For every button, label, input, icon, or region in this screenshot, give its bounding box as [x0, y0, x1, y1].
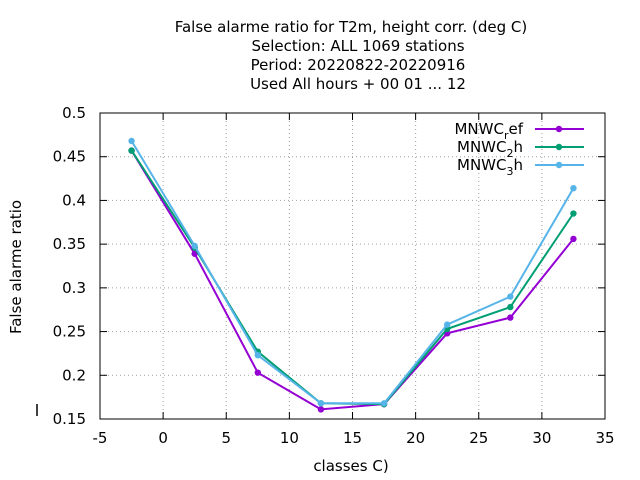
y-tick-label: 0.45 [53, 148, 86, 166]
data-point [507, 293, 514, 300]
chart-title: False alarme ratio for T2m, height corr.… [175, 18, 528, 93]
series-group [128, 137, 577, 413]
legend-label-tail: ef [508, 120, 523, 138]
y-tick-label: 0.2 [62, 366, 86, 384]
data-point [317, 406, 325, 413]
title-line: Used All hours + 00 01 ... 12 [250, 75, 466, 93]
data-point [128, 137, 135, 145]
data-point [317, 400, 325, 407]
x-tick-label: 30 [532, 429, 551, 447]
series-line [130, 150, 575, 411]
legend-label-sub: 2 [506, 147, 513, 160]
x-tick-label: 20 [406, 429, 425, 447]
y-tick-label: 0.3 [62, 279, 86, 297]
legend-label-sub: r [504, 129, 509, 142]
legend-label-tail: h [513, 138, 523, 156]
data-point [254, 369, 262, 376]
x-tick-label: 15 [343, 429, 362, 447]
legend-label-sub: 3 [506, 165, 513, 178]
y-tick-labels: 0.15 0.2 0.25 0.3 0.35 0.4 0.45 0.5 [53, 104, 86, 428]
x-tick-label: 25 [469, 429, 488, 447]
x-tick-label: 35 [595, 429, 614, 447]
legend-label: MNWCref [454, 120, 523, 142]
title-line: False alarme ratio for T2m, height corr.… [175, 18, 528, 36]
legend-label-main: MNWC [457, 156, 506, 174]
grid-lines [100, 113, 605, 419]
y-tick-label: 0.5 [62, 104, 86, 122]
data-point [191, 242, 198, 250]
legend-label-main: MNWC [457, 138, 506, 156]
y-tick-label: 0.15 [53, 410, 86, 428]
data-point [191, 250, 198, 257]
x-tick-label: -5 [93, 429, 108, 447]
x-tick-label: 10 [280, 429, 299, 447]
legend-marker [555, 143, 563, 151]
x-tick-label: 5 [221, 429, 231, 447]
data-point [380, 400, 388, 407]
y-tick-label: 0.4 [62, 191, 86, 209]
legend-label: MNWC3h [457, 156, 523, 178]
data-point [570, 235, 577, 243]
x-axis-label: classes C) [313, 457, 388, 475]
plot-border [99, 112, 606, 420]
legend-label-main: MNWC [454, 120, 503, 138]
title-line: Selection: ALL 1069 stations [251, 37, 464, 55]
data-point [443, 321, 451, 328]
data-point [507, 303, 514, 311]
x-tick-labels: -5 0 5 10 15 20 25 30 35 [93, 429, 615, 447]
data-point [570, 210, 577, 217]
data-point [128, 147, 135, 154]
legend-marker [555, 161, 563, 169]
data-point [507, 314, 514, 321]
data-point [254, 351, 262, 359]
title-line: Period: 20220822-20220916 [251, 56, 466, 74]
y-axis-label: False alarme ratio [7, 200, 25, 334]
legend-marker [555, 125, 563, 133]
x-tick-label: 0 [158, 429, 168, 447]
legend-label-tail: h [513, 156, 523, 174]
y-tick-label: 0.25 [53, 323, 86, 341]
legend-label: MNWC2h [457, 138, 523, 160]
y-tick-label: 0.35 [53, 235, 86, 253]
series-line [130, 140, 575, 405]
data-point [570, 184, 577, 192]
